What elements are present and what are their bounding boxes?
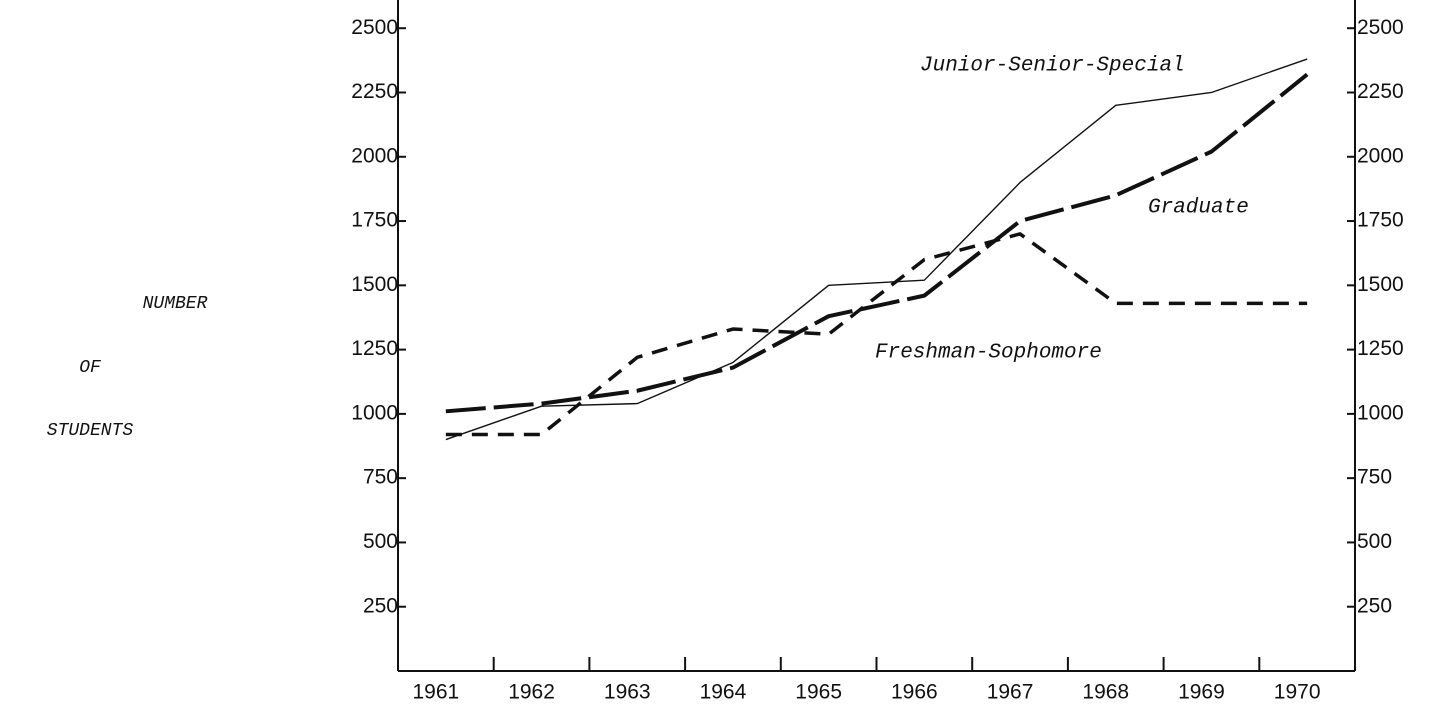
y-tick-label: 500 — [363, 530, 398, 553]
x-tick-label: 1962 — [508, 681, 555, 704]
y-axis-label: STUDENTS — [47, 421, 134, 441]
y2-tick-label: 1750 — [1357, 209, 1404, 232]
y2-tick-label: 1000 — [1357, 401, 1404, 424]
series-line — [445, 58, 1308, 441]
x-tick-label: 1963 — [604, 681, 651, 704]
y2-tick-label: 1500 — [1357, 273, 1404, 296]
series-label: Graduate — [1148, 197, 1249, 220]
y2-tick-label: 1250 — [1357, 337, 1404, 360]
y-tick-label: 1000 — [351, 401, 398, 424]
y-tick-label: 2500 — [351, 16, 398, 39]
y-tick-label: 750 — [363, 466, 398, 489]
series-label: Freshman-Sophomore — [875, 342, 1102, 365]
series-line — [445, 232, 1308, 437]
x-tick-label: 1967 — [987, 681, 1034, 704]
x-tick-label: 1964 — [700, 681, 747, 704]
y-tick-label: 1250 — [351, 337, 398, 360]
y-tick-label: 2000 — [351, 144, 398, 167]
y-tick-label: 1750 — [351, 209, 398, 232]
x-tick-label: 1966 — [891, 681, 938, 704]
x-tick-label: 1969 — [1178, 681, 1225, 704]
y-tick-label: 1500 — [351, 273, 398, 296]
y2-tick-label: 2250 — [1357, 80, 1404, 103]
x-tick-label: 1961 — [412, 681, 459, 704]
y2-tick-label: 500 — [1357, 530, 1392, 553]
y2-tick-label: 2500 — [1357, 16, 1404, 39]
y2-tick-label: 2000 — [1357, 144, 1404, 167]
series-label: Junior-Senior-Special — [920, 55, 1185, 78]
x-tick-label: 1968 — [1082, 681, 1129, 704]
y2-tick-label: 750 — [1357, 466, 1392, 489]
y-tick-label: 250 — [363, 594, 398, 617]
y2-tick-label: 250 — [1357, 594, 1392, 617]
y-tick-label: 2250 — [351, 80, 398, 103]
x-tick-label: 1965 — [795, 681, 842, 704]
x-tick-label: 1970 — [1274, 681, 1321, 704]
y-axis-label: OF — [79, 358, 101, 378]
y-axis-label: NUMBER — [143, 294, 208, 314]
